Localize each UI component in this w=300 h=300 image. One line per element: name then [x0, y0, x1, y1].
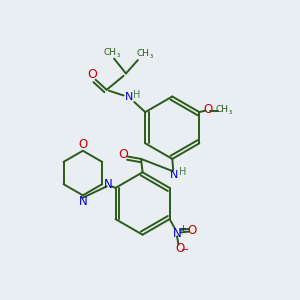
- Text: ₃: ₃: [229, 107, 232, 116]
- Text: H: H: [179, 167, 186, 177]
- Text: N: N: [169, 170, 178, 180]
- Text: H: H: [133, 90, 141, 100]
- Text: O: O: [188, 224, 197, 238]
- Text: −: −: [181, 245, 189, 255]
- Text: CH: CH: [103, 48, 116, 57]
- Text: CH: CH: [137, 49, 150, 58]
- Text: O: O: [176, 242, 184, 255]
- Text: O: O: [118, 148, 128, 161]
- Text: O: O: [78, 138, 88, 151]
- Text: ₃: ₃: [116, 50, 119, 58]
- Text: O: O: [88, 68, 98, 82]
- Text: N: N: [125, 92, 133, 102]
- Text: N: N: [173, 227, 182, 240]
- Text: ₃: ₃: [150, 51, 153, 60]
- Text: CH: CH: [216, 105, 229, 114]
- Text: N: N: [104, 178, 112, 191]
- Text: O: O: [203, 103, 212, 116]
- Text: N: N: [79, 195, 87, 208]
- Text: +: +: [179, 224, 186, 233]
